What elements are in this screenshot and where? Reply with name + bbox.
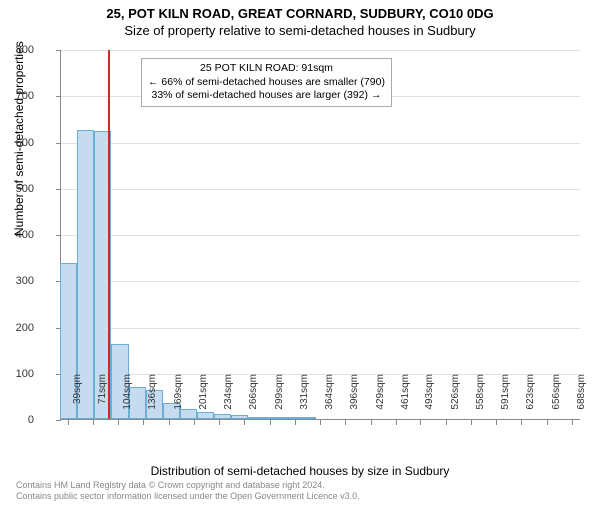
- gridline: [61, 281, 580, 282]
- xtick-mark: [572, 420, 573, 425]
- xtick-mark: [496, 420, 497, 425]
- chart-area: 39sqm71sqm104sqm136sqm169sqm201sqm234sqm…: [60, 50, 580, 420]
- annotation-line-1: 25 POT KILN ROAD: 91sqm: [148, 62, 385, 76]
- xtick-label: 234sqm: [223, 374, 234, 424]
- xtick-label: 169sqm: [173, 374, 184, 424]
- gridline: [61, 143, 580, 144]
- ytick-label: 800: [0, 44, 34, 56]
- xtick-label: 688sqm: [576, 374, 587, 424]
- gridline: [61, 50, 580, 51]
- xtick-mark: [320, 420, 321, 425]
- xtick-mark: [295, 420, 296, 425]
- gridline: [61, 235, 580, 236]
- ytick-label: 200: [0, 322, 34, 334]
- annotation-line-3: 33% of semi-detached houses are larger (…: [148, 89, 385, 103]
- xtick-label: 558sqm: [475, 374, 486, 424]
- xtick-mark: [547, 420, 548, 425]
- ytick-label: 300: [0, 275, 34, 287]
- xtick-mark: [118, 420, 119, 425]
- xtick-mark: [219, 420, 220, 425]
- footer-attribution: Contains HM Land Registry data © Crown c…: [16, 480, 360, 502]
- xtick-mark: [143, 420, 144, 425]
- xtick-label: 396sqm: [349, 374, 360, 424]
- xtick-label: 591sqm: [500, 374, 511, 424]
- xtick-label: 331sqm: [299, 374, 310, 424]
- xtick-mark: [244, 420, 245, 425]
- xtick-label: 461sqm: [400, 374, 411, 424]
- xtick-label: 266sqm: [248, 374, 259, 424]
- xtick-label: 136sqm: [147, 374, 158, 424]
- xtick-mark: [371, 420, 372, 425]
- xtick-mark: [194, 420, 195, 425]
- xtick-label: 299sqm: [274, 374, 285, 424]
- gridline: [61, 189, 580, 190]
- xtick-mark: [420, 420, 421, 425]
- xtick-label: 71sqm: [97, 374, 108, 424]
- xtick-label: 623sqm: [525, 374, 536, 424]
- xtick-label: 429sqm: [375, 374, 386, 424]
- ytick-label: 100: [0, 368, 34, 380]
- highlight-marker-line: [108, 50, 110, 419]
- chart-title-main: 25, POT KILN ROAD, GREAT CORNARD, SUDBUR…: [0, 6, 600, 21]
- xtick-label: 656sqm: [551, 374, 562, 424]
- footer-line-1: Contains HM Land Registry data © Crown c…: [16, 480, 360, 491]
- xtick-mark: [169, 420, 170, 425]
- ytick-label: 400: [0, 229, 34, 241]
- annotation-line-2: ← 66% of semi-detached houses are smalle…: [148, 76, 385, 90]
- ytick-mark: [56, 235, 61, 236]
- xtick-mark: [446, 420, 447, 425]
- xtick-label: 493sqm: [424, 374, 435, 424]
- ytick-label: 600: [0, 137, 34, 149]
- ytick-label: 500: [0, 183, 34, 195]
- ytick-mark: [56, 143, 61, 144]
- xtick-label: 201sqm: [198, 374, 209, 424]
- annotation-box: 25 POT KILN ROAD: 91sqm← 66% of semi-det…: [141, 58, 392, 107]
- ytick-label: 700: [0, 90, 34, 102]
- xtick-mark: [68, 420, 69, 425]
- ytick-mark: [56, 420, 61, 421]
- ytick-label: 0: [0, 414, 34, 426]
- gridline: [61, 328, 580, 329]
- xtick-mark: [396, 420, 397, 425]
- x-axis-label: Distribution of semi-detached houses by …: [0, 464, 600, 478]
- chart-title-sub: Size of property relative to semi-detach…: [0, 23, 600, 38]
- ytick-mark: [56, 96, 61, 97]
- xtick-label: 364sqm: [324, 374, 335, 424]
- ytick-mark: [56, 50, 61, 51]
- xtick-mark: [521, 420, 522, 425]
- xtick-mark: [471, 420, 472, 425]
- xtick-mark: [270, 420, 271, 425]
- xtick-mark: [345, 420, 346, 425]
- footer-line-2: Contains public sector information licen…: [16, 491, 360, 502]
- plot-area: 39sqm71sqm104sqm136sqm169sqm201sqm234sqm…: [60, 50, 580, 420]
- xtick-label: 104sqm: [122, 374, 133, 424]
- xtick-label: 526sqm: [450, 374, 461, 424]
- xtick-mark: [93, 420, 94, 425]
- xtick-label: 39sqm: [72, 374, 83, 424]
- ytick-mark: [56, 189, 61, 190]
